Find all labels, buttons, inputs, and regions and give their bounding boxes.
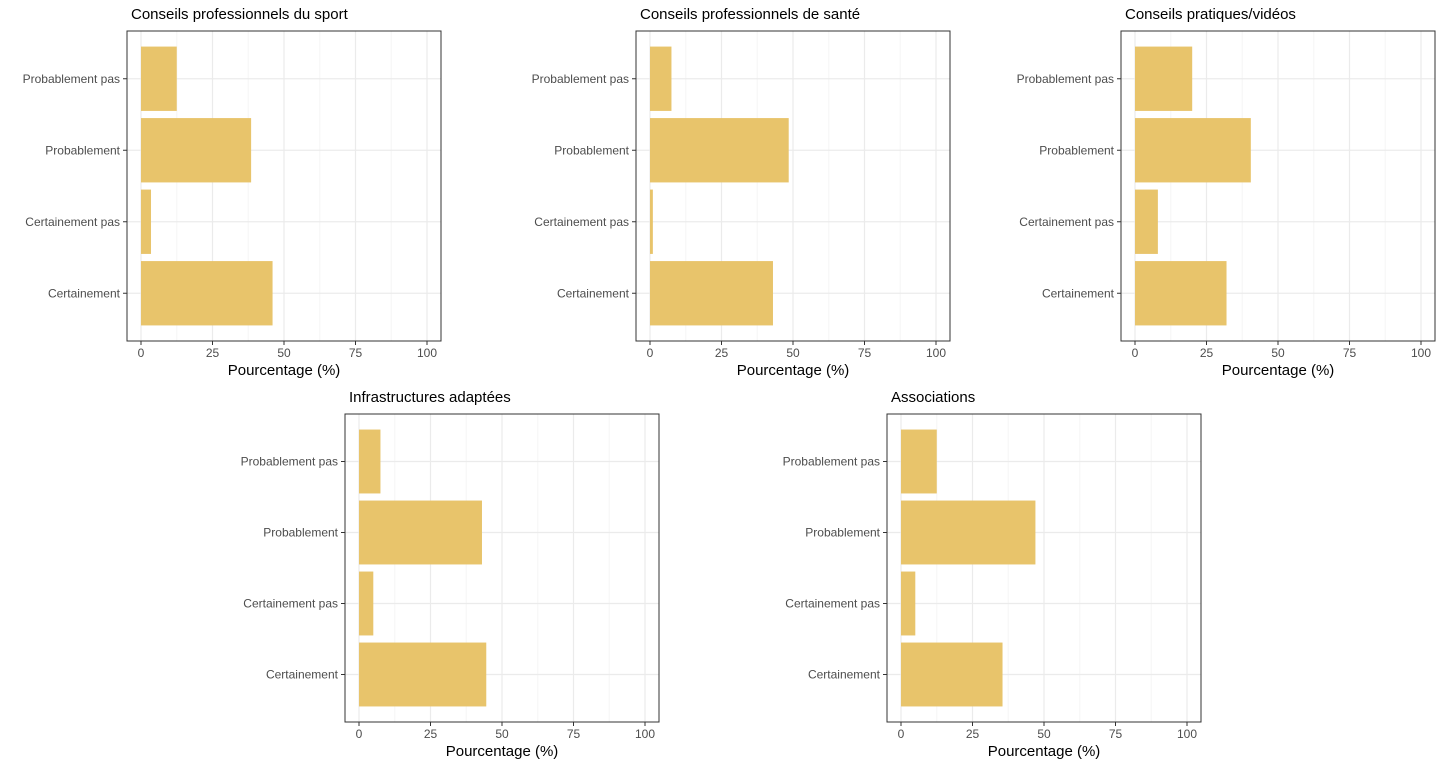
- category-label: Probablement: [554, 143, 629, 157]
- x-tick-label: 50: [277, 346, 291, 360]
- bar[interactable]: [359, 642, 487, 707]
- x-axis-title: Pourcentage (%): [228, 362, 341, 379]
- bar[interactable]: [650, 118, 789, 183]
- bar[interactable]: [901, 500, 1036, 565]
- category-label: Certainement: [808, 668, 881, 682]
- x-tick-label: 75: [1343, 346, 1357, 360]
- bar[interactable]: [359, 500, 482, 565]
- x-tick-label: 100: [417, 346, 437, 360]
- x-axis-title: Pourcentage (%): [446, 743, 559, 760]
- bar[interactable]: [141, 118, 252, 183]
- x-tick-label: 0: [647, 346, 654, 360]
- x-axis-title: Pourcentage (%): [988, 743, 1101, 760]
- chart-panel: Probablement pas Probablement Certainement…: [1017, 6, 1436, 379]
- x-tick-label: 50: [495, 727, 509, 741]
- category-label: Certainement: [48, 286, 121, 300]
- category-label: Certainement: [557, 286, 630, 300]
- category-label: Probablement: [805, 526, 880, 540]
- x-tick-label: 25: [966, 727, 980, 741]
- category-label: Certainement pas: [243, 597, 338, 611]
- x-tick-label: 0: [898, 727, 905, 741]
- category-label: Probablement: [45, 143, 120, 157]
- category-label: Certainement pas: [534, 215, 629, 229]
- bar[interactable]: [650, 261, 773, 326]
- category-label: Certainement pas: [25, 215, 120, 229]
- category-label: Certainement pas: [1019, 215, 1114, 229]
- category-label: Probablement pas: [1017, 72, 1114, 86]
- category-label: Certainement: [266, 668, 339, 682]
- x-tick-label: 25: [424, 727, 438, 741]
- bar[interactable]: [359, 571, 374, 636]
- x-axis-title: Pourcentage (%): [1222, 362, 1335, 379]
- bar[interactable]: [1135, 46, 1193, 111]
- bar[interactable]: [901, 571, 916, 636]
- bar[interactable]: [1135, 118, 1251, 183]
- bar[interactable]: [141, 261, 273, 326]
- x-tick-label: 75: [567, 727, 581, 741]
- panel-title: Conseils professionnels du sport: [131, 6, 349, 23]
- chart-panel: Probablement pas Probablement Certainement…: [241, 389, 660, 760]
- x-tick-label: 0: [138, 346, 145, 360]
- x-tick-label: 100: [1411, 346, 1431, 360]
- x-tick-label: 75: [349, 346, 363, 360]
- panel-title: Conseils pratiques/vidéos: [1125, 6, 1296, 23]
- panel-title: Conseils professionnels de santé: [640, 6, 860, 23]
- bar[interactable]: [141, 46, 177, 111]
- bar[interactable]: [650, 189, 653, 254]
- panel-title: Associations: [891, 389, 975, 406]
- x-tick-label: 50: [786, 346, 800, 360]
- bar[interactable]: [1135, 261, 1227, 326]
- bar[interactable]: [141, 189, 152, 254]
- x-tick-label: 100: [926, 346, 946, 360]
- x-tick-label: 50: [1037, 727, 1051, 741]
- category-label: Probablement pas: [241, 455, 338, 469]
- bar[interactable]: [1135, 189, 1158, 254]
- bar[interactable]: [901, 642, 1003, 707]
- category-label: Certainement pas: [785, 597, 880, 611]
- category-label: Probablement: [1039, 143, 1114, 157]
- x-tick-label: 100: [635, 727, 655, 741]
- chart-panel: Probablement pas Probablement Certainement…: [532, 6, 951, 379]
- bar[interactable]: [359, 429, 381, 494]
- x-tick-label: 75: [858, 346, 872, 360]
- chart-panel: Probablement pas Probablement Certainement…: [783, 389, 1202, 760]
- x-tick-label: 100: [1177, 727, 1197, 741]
- panel-title: Infrastructures adaptées: [349, 389, 511, 406]
- x-tick-label: 25: [206, 346, 220, 360]
- x-tick-label: 25: [1200, 346, 1214, 360]
- x-tick-label: 0: [356, 727, 363, 741]
- x-axis-title: Pourcentage (%): [737, 362, 850, 379]
- bar[interactable]: [650, 46, 672, 111]
- chart-panel: Probablement pas Probablement Certainement…: [23, 6, 442, 379]
- category-label: Probablement pas: [23, 72, 120, 86]
- category-label: Probablement pas: [783, 455, 880, 469]
- x-tick-label: 25: [715, 346, 729, 360]
- category-label: Probablement: [263, 526, 338, 540]
- x-tick-label: 50: [1271, 346, 1285, 360]
- category-label: Probablement pas: [532, 72, 629, 86]
- x-tick-label: 75: [1109, 727, 1123, 741]
- x-tick-label: 0: [1132, 346, 1139, 360]
- bar[interactable]: [901, 429, 937, 494]
- category-label: Certainement: [1042, 286, 1115, 300]
